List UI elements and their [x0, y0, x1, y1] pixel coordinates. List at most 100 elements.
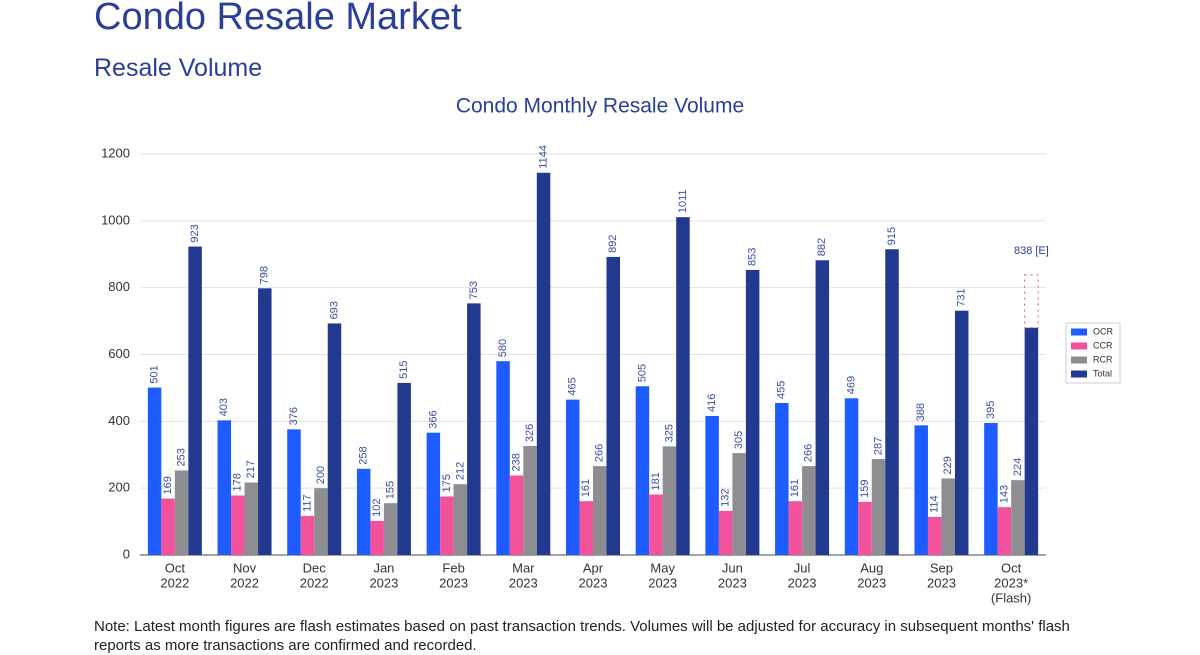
x-tick-label: 2023	[369, 575, 398, 590]
bar	[858, 501, 872, 555]
y-tick-label: 400	[108, 413, 130, 428]
bar	[871, 459, 886, 555]
data-label: 266	[803, 444, 815, 462]
x-tick-label: May	[650, 560, 675, 575]
x-tick-label: 2023	[857, 575, 886, 590]
data-label: 117	[301, 494, 313, 512]
y-tick-label: 800	[108, 279, 130, 294]
bar	[885, 249, 899, 556]
bar	[356, 468, 371, 555]
data-label: 798	[259, 266, 271, 284]
data-label: 693	[328, 301, 340, 319]
x-tick-label: 2023	[788, 575, 817, 590]
data-label: 175	[441, 474, 453, 492]
bar	[287, 429, 301, 555]
bar	[745, 269, 760, 555]
bar	[815, 260, 830, 555]
data-label: 159	[859, 480, 871, 498]
x-tick-label: Jan	[373, 560, 394, 575]
bar	[788, 501, 803, 555]
data-label: 882	[816, 238, 828, 256]
legend-label: RCR	[1093, 354, 1113, 364]
bar	[844, 398, 859, 555]
bar	[314, 488, 328, 555]
bar	[300, 515, 315, 555]
bar	[997, 507, 1012, 555]
data-label: 266	[594, 444, 606, 462]
bar	[258, 288, 272, 555]
data-label: 853	[747, 248, 759, 266]
data-label: 416	[706, 394, 718, 412]
data-label: 325	[663, 424, 675, 442]
x-tick-label: Aug	[860, 560, 883, 575]
bar	[984, 423, 998, 555]
x-tick-label: 2023	[648, 575, 677, 590]
bar	[147, 387, 162, 555]
data-label: 161	[580, 479, 592, 497]
chart-title: Condo Monthly Resale Volume	[456, 95, 744, 118]
bar	[1024, 327, 1039, 555]
bar	[635, 386, 650, 555]
data-label: 217	[245, 460, 257, 478]
x-tick-label: 2022	[160, 575, 189, 590]
data-label: 178	[232, 473, 244, 491]
bar	[954, 310, 969, 555]
data-label: 376	[288, 407, 300, 425]
data-label: 515	[398, 361, 410, 379]
bar	[426, 432, 441, 555]
estimate-label: 838 [E]	[1014, 245, 1049, 257]
bar	[593, 466, 607, 555]
data-label: 155	[385, 481, 397, 499]
bar	[676, 217, 690, 555]
x-tick-label: 2022	[300, 575, 329, 590]
legend-label: CCR	[1093, 340, 1113, 350]
data-label: 181	[650, 472, 662, 490]
data-label: 102	[371, 499, 383, 517]
bar	[383, 503, 398, 555]
data-label: 469	[845, 376, 857, 394]
bar	[217, 420, 232, 555]
y-tick-label: 0	[123, 546, 130, 561]
bar	[802, 466, 816, 555]
x-tick-label: 2023	[439, 575, 468, 590]
bar	[440, 496, 454, 555]
data-label: 403	[218, 398, 230, 416]
legend-swatch	[1071, 342, 1087, 350]
bar	[453, 484, 468, 555]
data-label: 366	[427, 410, 439, 428]
estimate-box	[1024, 274, 1039, 329]
x-tick-label: Nov	[233, 560, 257, 575]
data-label: 1011	[677, 190, 689, 214]
x-tick-label: Jul	[794, 560, 811, 575]
data-label: 132	[720, 489, 732, 507]
bar	[327, 323, 342, 555]
bar	[927, 516, 942, 555]
data-label: 161	[789, 479, 801, 497]
bar	[732, 453, 746, 555]
bar	[244, 482, 259, 555]
bar	[662, 446, 677, 555]
data-label: 224	[1012, 458, 1024, 476]
x-tick-label: 2023*	[994, 575, 1028, 590]
bar	[606, 256, 620, 555]
bar	[649, 494, 663, 555]
x-tick-label: 2023	[509, 575, 538, 590]
data-label: 305	[733, 431, 745, 449]
data-label: 731	[956, 288, 968, 306]
data-label: 326	[524, 424, 536, 442]
x-tick-label: Feb	[442, 560, 464, 575]
data-label: 892	[607, 235, 619, 253]
x-tick-label: Dec	[303, 560, 327, 575]
bar	[941, 478, 955, 555]
x-tick-label: 2023	[927, 575, 956, 590]
data-label: 505	[636, 364, 648, 382]
data-label: 1144	[537, 145, 549, 169]
bar	[536, 172, 551, 556]
bar	[174, 470, 189, 555]
x-tick-label: Oct	[165, 560, 186, 575]
bar	[161, 498, 175, 555]
data-label: 501	[149, 365, 161, 383]
data-label: 580	[497, 339, 509, 357]
data-label: 753	[468, 281, 480, 299]
